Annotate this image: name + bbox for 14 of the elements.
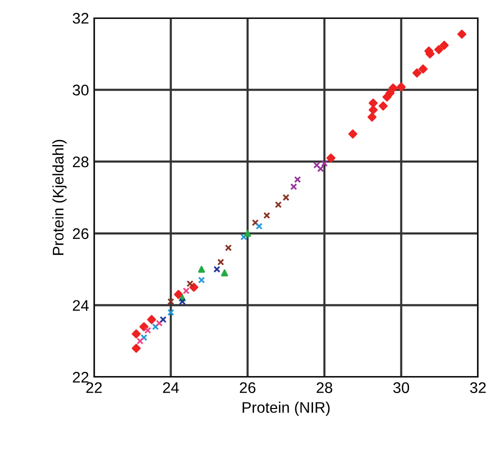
x-axis-title: Protein (NIR) [242, 402, 330, 416]
x-tick-label: 28 [316, 382, 332, 394]
x-tick-label: 32 [470, 382, 486, 394]
x-tick-label: 22 [86, 382, 102, 393]
x-tick-label: 24 [163, 382, 179, 393]
y-tick-label: 22 [72, 372, 88, 383]
y-axis-title: Protein (Kjeldahl) [52, 140, 67, 255]
x-tick-label: 26 [240, 382, 256, 394]
x-tick-label: 30 [393, 382, 410, 394]
y-tick-label: 26 [72, 228, 88, 240]
y-tick-label: 30 [72, 84, 89, 96]
y-tick-label: 32 [72, 12, 88, 24]
y-tick-label: 24 [72, 300, 89, 311]
y-tick-label: 28 [72, 156, 88, 168]
